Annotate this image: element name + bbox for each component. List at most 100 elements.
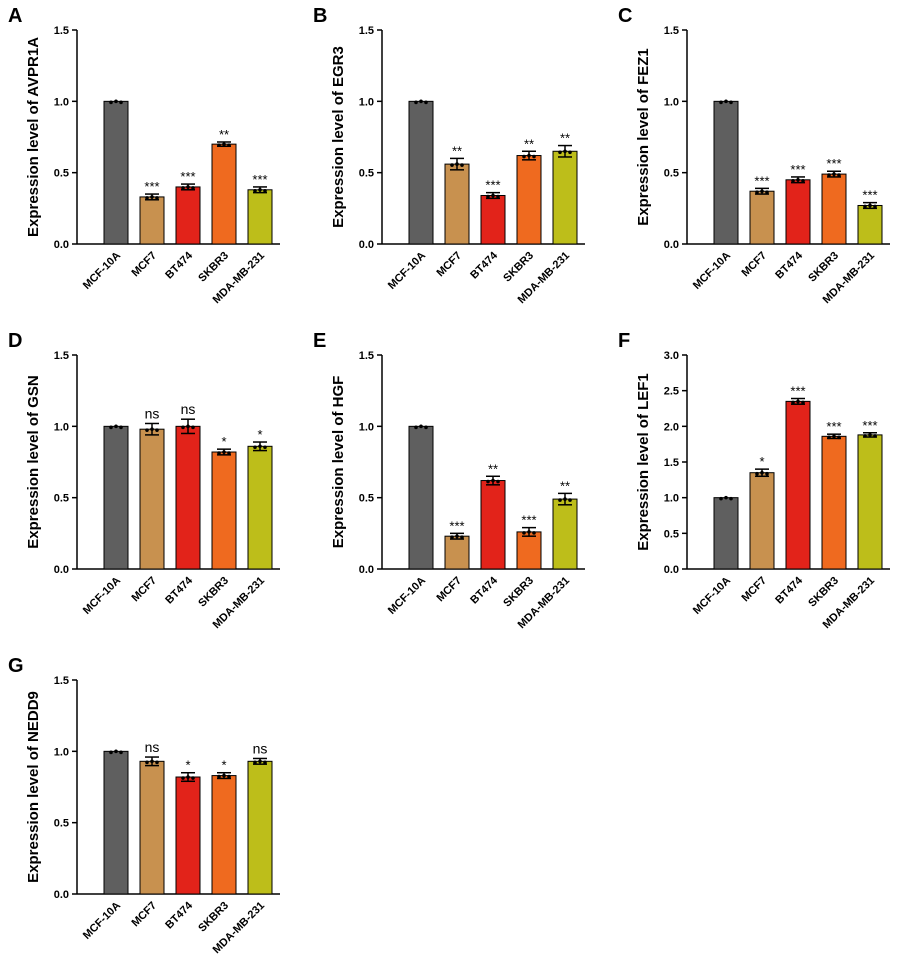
- significance-label: ***: [180, 169, 195, 184]
- y-tick-label: 1.5: [359, 350, 374, 362]
- x-category-label: MCF-10A: [386, 250, 428, 292]
- panel-label: C: [618, 5, 632, 27]
- data-point: [558, 150, 562, 155]
- significance-label: *: [759, 454, 764, 469]
- data-point: [522, 531, 526, 535]
- significance-label: ***: [862, 418, 877, 433]
- y-axis-label: Expression level of FEZ1: [635, 48, 652, 226]
- x-category-label: BT474: [468, 249, 500, 281]
- significance-label: ***: [144, 179, 159, 194]
- data-point: [760, 470, 764, 475]
- data-point: [873, 204, 877, 209]
- y-tick-label: 0.0: [359, 564, 374, 576]
- panel-label: G: [8, 655, 24, 677]
- panel-f: F Expression level of LEF1 0.0 0.5 1.0 1.5 2.0…: [610, 325, 910, 650]
- y-axis-label: Expression level of LEF1: [635, 373, 652, 551]
- data-point: [801, 400, 805, 405]
- significance-label: ns: [181, 401, 196, 417]
- x-category-label: BT474: [163, 899, 195, 931]
- data-point: [724, 495, 728, 500]
- significance-label: ***: [790, 162, 805, 177]
- significance-label: ns: [253, 740, 268, 756]
- x-category-label: SKBR3: [501, 250, 536, 285]
- significance-label: **: [524, 136, 534, 151]
- y-tick-label: 0.0: [359, 239, 374, 251]
- data-point: [414, 100, 418, 105]
- significance-label: ***: [826, 419, 841, 434]
- bar-bt474: [480, 480, 506, 570]
- data-point: [455, 162, 459, 166]
- data-point: [227, 774, 231, 779]
- x-category-label: MCF-10A: [81, 575, 123, 617]
- significance-label: ***: [521, 513, 536, 528]
- data-point: [527, 153, 531, 158]
- significance-label: **: [560, 478, 570, 493]
- bar-skbr3: [821, 435, 847, 570]
- y-tick-label: 0.0: [54, 889, 69, 901]
- panel-label: B: [313, 5, 327, 27]
- data-point: [191, 186, 195, 190]
- x-category-label: MCF-10A: [81, 900, 123, 942]
- y-axis-label: Expression level of HGF: [330, 376, 347, 549]
- y-tick-label: 1.0: [664, 96, 679, 108]
- data-point: [155, 760, 159, 765]
- significance-label: *: [257, 427, 262, 442]
- data-point: [145, 428, 149, 432]
- x-category-label: MCF7: [129, 900, 159, 930]
- data-point: [796, 399, 800, 404]
- chart-b: B Expression level of EGR3 0.0 0.5 1.0 1.5 MCF…: [313, 5, 585, 306]
- x-category-label: MCF7: [434, 250, 464, 280]
- panel-a: A Expression level of AVPR1A 0.0 0.5 1.0 1.5 M…: [0, 0, 300, 325]
- data-point: [491, 193, 495, 198]
- chart-e: E Expression level of HGF 0.0 0.5 1.0 1.5 MCF-…: [313, 330, 585, 631]
- data-point: [486, 194, 490, 199]
- bar-skbr3: [516, 531, 542, 570]
- bar-bt474: [480, 194, 506, 245]
- data-point: [827, 435, 831, 440]
- bar-mcf7: [139, 428, 165, 570]
- data-point: [558, 498, 562, 502]
- data-point: [263, 445, 267, 450]
- data-point: [460, 535, 464, 539]
- bar-mcf-10a: [103, 750, 129, 895]
- panel-label: A: [8, 5, 22, 27]
- y-tick-label: 0.5: [359, 168, 374, 180]
- data-point: [873, 434, 877, 438]
- significance-label: *: [221, 758, 226, 773]
- data-point: [186, 424, 190, 429]
- x-category-label: SKBR3: [806, 250, 841, 285]
- data-point: [796, 178, 800, 182]
- panel-b: B Expression level of EGR3 0.0 0.5 1.0 1.5 MCF…: [305, 0, 605, 325]
- bar-bt474: [175, 186, 201, 245]
- data-point: [522, 154, 526, 159]
- bar-mcf-10a: [713, 100, 739, 245]
- x-category-label: MCF-10A: [691, 250, 733, 292]
- y-tick-label: 1.5: [54, 350, 69, 362]
- data-point: [568, 498, 572, 502]
- y-tick-label: 1.5: [54, 25, 69, 37]
- data-point: [253, 445, 257, 450]
- y-axis-label: Expression level of NEDD9: [25, 691, 42, 883]
- y-tick-label: 1.0: [54, 421, 69, 433]
- bar-mda-mb-231: [247, 760, 273, 895]
- significance-label: *: [185, 758, 190, 773]
- significance-label: ***: [862, 188, 877, 203]
- bar-bt474: [175, 776, 201, 895]
- data-point: [455, 534, 459, 538]
- y-tick-label: 2.5: [664, 386, 679, 398]
- significance-label: *: [221, 434, 226, 449]
- data-point: [155, 196, 159, 200]
- bar-skbr3: [211, 775, 237, 895]
- x-category-label: BT474: [163, 574, 195, 606]
- x-category-label: SKBR3: [196, 900, 231, 935]
- x-category-label: BT474: [468, 574, 500, 606]
- data-point: [181, 776, 185, 780]
- x-category-label: BT474: [773, 574, 805, 606]
- data-point: [532, 154, 536, 159]
- chart-c: C Expression level of FEZ1 0.0 0.5 1.0 1.5 MCF…: [618, 5, 890, 306]
- data-point: [450, 163, 454, 167]
- bar-bt474: [785, 179, 811, 245]
- data-point: [191, 425, 195, 430]
- data-point: [114, 424, 118, 429]
